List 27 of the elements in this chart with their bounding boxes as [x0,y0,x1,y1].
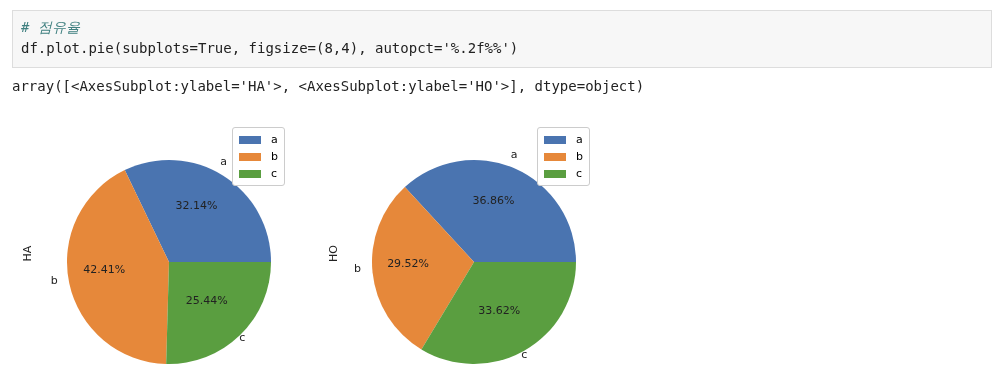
legend-label: b [576,150,583,163]
slice-label: a [220,155,228,169]
slice-label: a [510,147,518,161]
pie-slice [67,170,169,364]
slice-label: c [521,348,528,362]
legend-label: c [576,167,583,180]
pie-slice [166,262,271,364]
text: array([<AxesSubplot:ylabel='HA'>, <AxesSubplot:ylabel='HO'>], dtype=object) [12,78,645,94]
data-label: 33.62% [478,303,521,317]
legend-label: b [271,150,278,163]
text: # 점유율 [21,18,81,37]
slice-label: b [353,261,361,275]
data-label: 36.86% [472,194,515,208]
text: df.plot.pie(subplots=True, figsize=(8,4), autopct='%.2f%%') [21,39,520,58]
legend-label: a [576,133,583,146]
slice-label: c [239,330,246,344]
data-label: 29.52% [387,256,430,270]
text: HA [21,245,35,262]
pie-slice [124,160,271,262]
text: HO [326,245,340,262]
data-label: 25.44% [185,294,228,308]
slice-label: b [50,273,58,287]
data-label: 32.14% [175,198,218,212]
pie-slice [372,187,474,350]
data-label: 42.41% [83,263,126,277]
legend-label: c [271,167,278,180]
legend-label: a [271,133,278,146]
